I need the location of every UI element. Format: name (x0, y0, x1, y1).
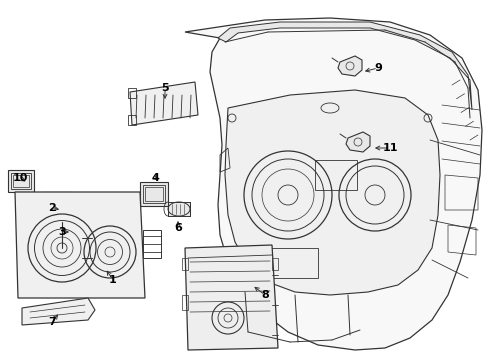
Polygon shape (337, 56, 361, 76)
Text: 4: 4 (151, 173, 159, 183)
Polygon shape (224, 90, 439, 295)
Bar (11, 173, 31, 189)
Bar (314, 160, 356, 190)
Bar (55, 220, 85, 246)
Bar (142, 230, 161, 258)
Bar (8, 170, 34, 192)
Text: 9: 9 (373, 63, 381, 73)
Text: 6: 6 (174, 223, 182, 233)
Text: 8: 8 (261, 290, 268, 300)
Bar (45, 195, 67, 211)
Text: 1: 1 (109, 275, 117, 285)
Bar (58, 223, 82, 243)
Bar (13, 175, 29, 187)
Text: 3: 3 (58, 227, 66, 237)
Bar (47, 197, 65, 209)
Polygon shape (22, 298, 95, 325)
Bar (42, 192, 70, 214)
Text: 7: 7 (48, 317, 56, 327)
Bar (145, 187, 163, 201)
Text: 5: 5 (161, 83, 168, 93)
Polygon shape (184, 245, 278, 350)
Polygon shape (15, 192, 145, 298)
Bar (62, 227, 74, 239)
Polygon shape (130, 82, 198, 125)
Text: 11: 11 (382, 143, 397, 153)
Text: 10: 10 (12, 173, 28, 183)
Text: 2: 2 (48, 203, 56, 213)
Bar (142, 185, 164, 203)
Bar (168, 202, 190, 216)
Polygon shape (184, 18, 481, 350)
Polygon shape (218, 22, 471, 110)
Bar (140, 182, 168, 206)
Polygon shape (346, 132, 369, 152)
